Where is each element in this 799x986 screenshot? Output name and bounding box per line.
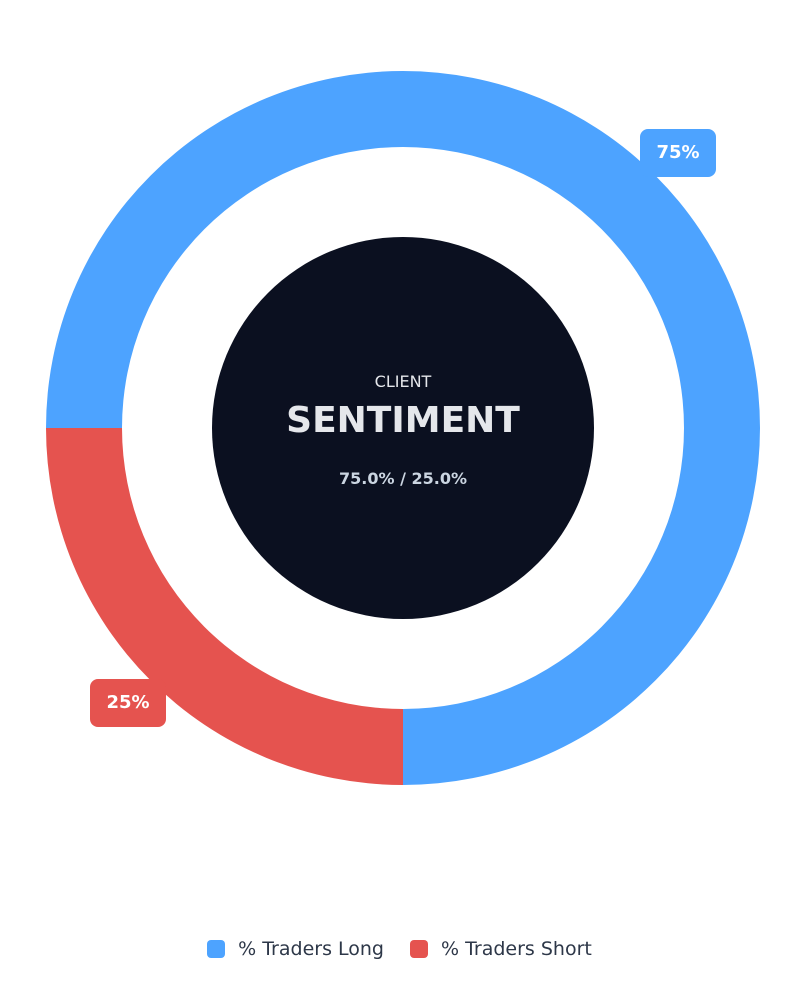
legend-item-long[interactable]: % Traders Long (207, 938, 384, 960)
center-values: 75.0% / 25.0% (339, 469, 467, 488)
data-label-short: 25% (90, 679, 166, 727)
slice-short[interactable] (46, 428, 403, 785)
center-title: SENTIMENT (286, 400, 520, 441)
legend-swatch-long (207, 940, 226, 958)
legend-item-short[interactable]: % Traders Short (409, 938, 592, 960)
center-disc (212, 237, 594, 619)
legend-label-short: % Traders Short (440, 938, 592, 960)
data-label-long: 75% (640, 129, 716, 177)
legend-label-long: % Traders Long (238, 938, 384, 960)
legend-swatch-short (409, 940, 428, 958)
center-subtitle: CLIENT (374, 372, 432, 391)
legend: % Traders Long % Traders Short (0, 938, 799, 960)
